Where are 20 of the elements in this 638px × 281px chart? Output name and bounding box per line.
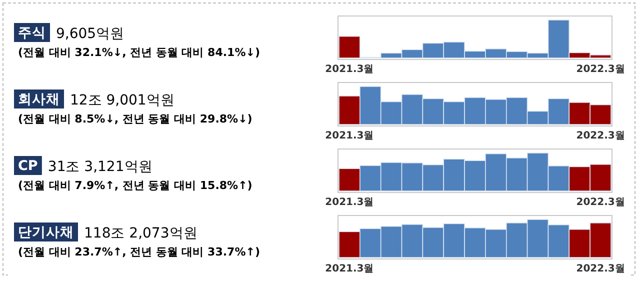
x-tick-label: 2021.3월 [325, 197, 374, 208]
x-tick-label: 2022.3월 [576, 130, 625, 142]
text: 118조 2,073억원 [84, 226, 198, 242]
text: 단기사채 [18, 224, 74, 240]
text: 31조 3,121억원 [48, 159, 152, 175]
text: (전월 대비 7.9%↑, 전년 동월 대비 15.8%↑) [18, 179, 252, 192]
x-tick-label: 2021.3월 [325, 264, 374, 274]
text: (전월 대비 32.1%↓, 전년 동월 대비 84.1%↓) [18, 46, 260, 59]
text: 9,605억원 [56, 26, 124, 42]
text: 주식 [18, 25, 46, 41]
x-tick-label: 2022.3월 [576, 64, 625, 75]
text: 회사채 [18, 92, 60, 108]
text: (전월 대비 8.5%↓, 전년 동월 대비 29.8%↓) [18, 112, 252, 126]
x-tick-label: 2021.3월 [325, 130, 374, 142]
x-tick-label: 2021.3월 [325, 64, 374, 75]
x-tick-label: 2022.3월 [576, 264, 625, 274]
text: CP [18, 158, 38, 174]
text: 12조 9,001억원 [70, 92, 174, 108]
text: (전월 대비 23.7%↑, 전년 동월 대비 33.7%↑) [18, 246, 260, 258]
x-tick-label: 2022.3월 [576, 197, 625, 208]
